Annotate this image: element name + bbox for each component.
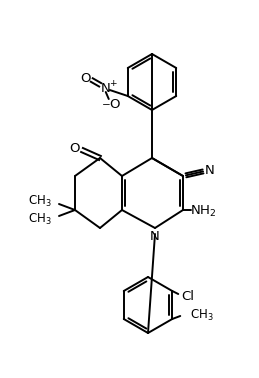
Text: N: N [101,82,111,94]
Text: O: O [110,99,120,112]
Text: CH$_3$: CH$_3$ [28,211,52,226]
Text: O: O [70,143,80,155]
Text: N: N [150,230,160,243]
Text: NH$_2$: NH$_2$ [190,203,216,218]
Text: Cl: Cl [182,290,195,302]
Text: CH$_3$: CH$_3$ [28,194,52,209]
Text: N: N [205,164,215,177]
Text: O: O [81,73,91,85]
Text: +: + [109,79,117,87]
Text: CH$_3$: CH$_3$ [190,307,214,322]
Text: −: − [101,100,110,110]
